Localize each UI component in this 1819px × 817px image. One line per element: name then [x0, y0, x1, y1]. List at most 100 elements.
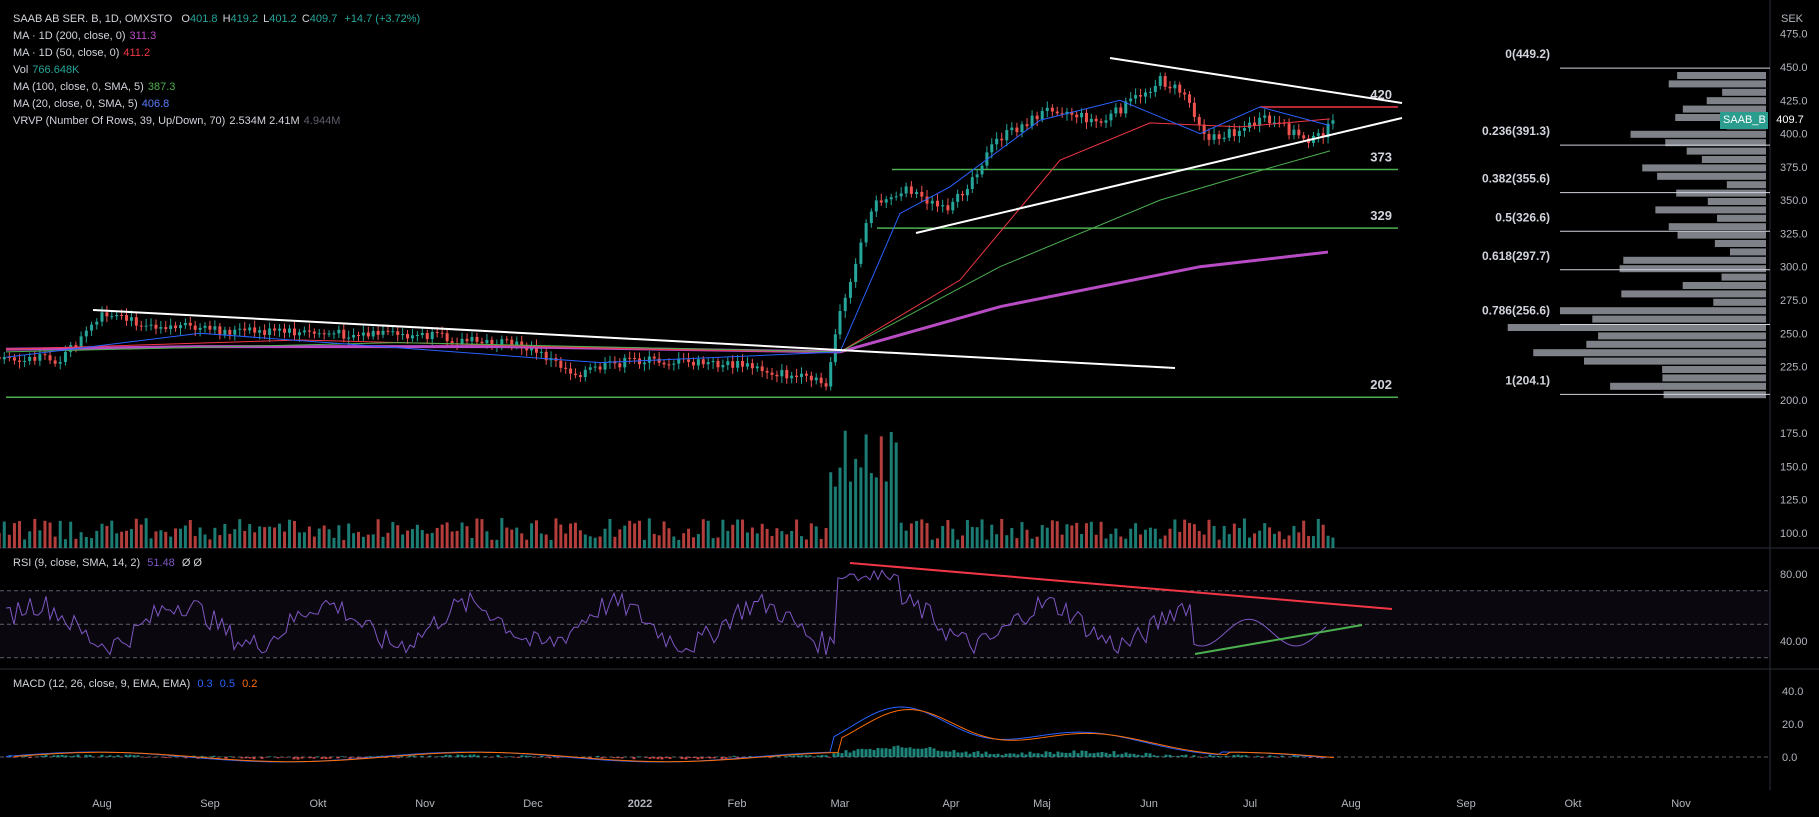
macd-histogram-bar [132, 755, 136, 757]
candle-body [312, 331, 316, 334]
macd-signal-value: 0.5 [219, 678, 235, 690]
volume-bar [302, 532, 306, 548]
volume-bar [84, 536, 88, 548]
macd-histogram-bar [1164, 754, 1168, 757]
candle-body [1222, 137, 1226, 140]
volume-bar [638, 520, 642, 548]
volume-bar [500, 518, 504, 548]
candle-body [889, 197, 893, 200]
indicator-ma100[interactable]: MA (100, close, 0, SMA, 5) 387.3 [13, 79, 420, 96]
volume-bar [233, 529, 237, 548]
volume-bar [435, 527, 439, 548]
volume-bar [312, 536, 316, 548]
indicator-volume[interactable]: Vol 766.648K [13, 62, 420, 79]
volume-bar [69, 521, 73, 548]
volume-profile-bar [1717, 214, 1766, 222]
macd-histogram-bar [348, 757, 352, 759]
macd-histogram-bar [212, 755, 216, 757]
macd-legend[interactable]: MACD (12, 26, close, 9, EMA, EMA) 0.3 0.… [13, 678, 257, 690]
macd-histogram-bar [712, 757, 716, 759]
macd-histogram-bar [1048, 751, 1052, 757]
macd-histogram-bar [668, 757, 672, 760]
price-tick-label: 375.0 [1780, 162, 1808, 174]
macd-histogram-bar [1172, 756, 1176, 757]
volume-bar [391, 522, 395, 548]
candle-body [1178, 84, 1182, 93]
volume-bar [440, 524, 444, 548]
macd-histogram-bar [1308, 757, 1312, 759]
indicator-ma200[interactable]: MA · 1D (200, close, 0) 311.3 [13, 28, 420, 45]
candle-body [696, 359, 700, 366]
macd-histogram-bar [1016, 754, 1020, 757]
candle-body [652, 356, 656, 359]
volume-bar [578, 530, 582, 548]
macd-histogram-bar [952, 750, 956, 757]
volume-bar [79, 532, 83, 548]
candle-body [534, 345, 538, 353]
volume-bar [366, 534, 370, 548]
candle-body [228, 329, 232, 335]
volume-bar [1134, 523, 1138, 548]
indicator-value: 406.8 [141, 98, 170, 110]
indicator-ma20[interactable]: MA (20, close, 0, SMA, 5) 406.8 [13, 96, 420, 113]
indicator-vrvp[interactable]: VRVP (Number Of Rows, 39, Up/Down, 70) 2.… [13, 113, 420, 130]
volume-bar [745, 532, 749, 548]
macd-histogram-bar [152, 757, 156, 758]
macd-histogram-bar [904, 747, 908, 757]
badge-price: 409.7 [1776, 114, 1804, 126]
macd-histogram-bar [116, 755, 120, 757]
candle-body [598, 366, 602, 370]
fib-level-label: 0(449.2) [1505, 47, 1550, 61]
candle-body [642, 362, 646, 365]
volume-bar [307, 526, 311, 548]
candle-body [721, 365, 725, 368]
candle-body [352, 334, 356, 338]
candle-body [1020, 124, 1024, 133]
candle-body [941, 205, 945, 207]
volume-bar [598, 536, 602, 548]
volume-bar [213, 527, 217, 548]
indicator-ma50[interactable]: MA · 1D (50, close, 0) 411.2 [13, 45, 420, 62]
volume-profile-bar [1706, 97, 1766, 105]
rsi-legend[interactable]: RSI (9, close, SMA, 14, 2) 51.48 Ø Ø [13, 557, 202, 569]
volume-bar [682, 533, 686, 548]
macd-histogram-bar [1144, 752, 1148, 757]
volume-bar [819, 538, 823, 548]
volume-bar [480, 519, 484, 548]
candle-body [1119, 107, 1123, 114]
volume-bar [1263, 523, 1267, 548]
indicator-value: 387.3 [147, 81, 176, 93]
macd-histogram-bar [84, 754, 88, 757]
candle-body [843, 297, 847, 312]
macd-histogram-bar [892, 746, 896, 757]
candle-body [1263, 115, 1267, 118]
candle-body [510, 339, 514, 347]
fib-level-label: 0.5(326.6) [1495, 210, 1550, 224]
volume-bar [1316, 518, 1320, 548]
candle-body [28, 356, 32, 361]
candle-body [445, 333, 449, 342]
macd-histogram-bar [900, 747, 904, 757]
volume-bar [559, 524, 563, 548]
price-tick-label: 125.0 [1780, 495, 1808, 507]
candle-body [726, 361, 730, 366]
candle-body [174, 325, 178, 329]
macd-histogram-bar [1168, 754, 1172, 757]
macd-histogram-bar [488, 757, 492, 758]
volume-bar [696, 534, 700, 548]
volume-bar [129, 529, 133, 548]
macd-histogram-bar [40, 755, 44, 757]
rsi-value: 51.48 [147, 557, 175, 569]
macd-histogram-bar [1148, 753, 1152, 757]
volume-bar [297, 532, 301, 548]
volume-profile-bar [1619, 265, 1766, 273]
macd-histogram-bar [696, 757, 700, 760]
candle-body [248, 327, 252, 331]
volume-bar [573, 522, 577, 548]
volume-profile-bar [1713, 298, 1766, 306]
macd-histogram-bar [108, 755, 112, 757]
macd-histogram-bar [1112, 751, 1116, 757]
macd-histogram-bar [144, 757, 148, 758]
candle-body [760, 366, 764, 372]
